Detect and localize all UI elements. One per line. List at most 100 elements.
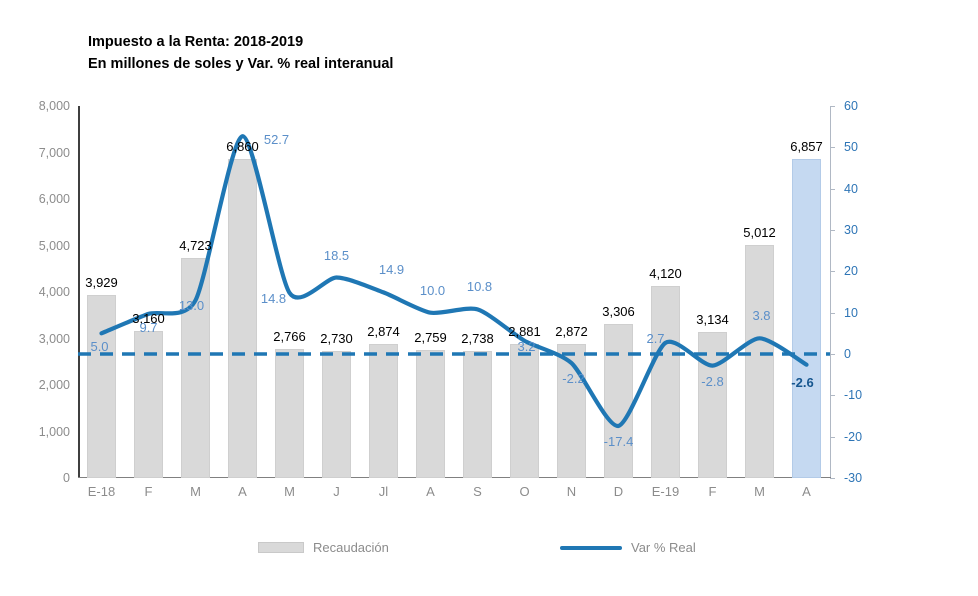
bar-m[interactable] — [744, 244, 775, 478]
right-axis-tick-mark — [830, 436, 835, 438]
right-axis-tick-label: 20 — [844, 264, 858, 279]
line-value-label: 14.9 — [378, 262, 405, 278]
category-label-a: A — [802, 484, 811, 499]
bar-s[interactable] — [462, 350, 493, 478]
right-axis-tick-label: 40 — [844, 181, 858, 196]
bar-n[interactable] — [556, 344, 587, 478]
legend-item-var-real[interactable]: Var % Real — [560, 540, 696, 555]
bar-a[interactable] — [791, 159, 822, 478]
chart-legend: Recaudación Var % Real — [0, 536, 978, 566]
left-axis-tick-label: 6,000 — [38, 192, 70, 206]
category-label-m: M — [190, 484, 201, 499]
right-axis-tick-mark — [830, 271, 835, 273]
right-axis-tick-label: 30 — [844, 223, 858, 237]
category-label-a: A — [238, 484, 247, 499]
category-label-m: M — [284, 484, 295, 499]
category-label-s: S — [473, 484, 482, 499]
bar-e-18[interactable] — [86, 295, 117, 478]
line-value-label: 5.0 — [90, 339, 109, 355]
line-value-label: 10.0 — [419, 282, 446, 298]
bar-o[interactable] — [509, 344, 540, 478]
left-axis-tick-label: 0 — [63, 471, 70, 485]
bar-value-label: 3,306 — [602, 304, 635, 320]
bar-value-label: 2,730 — [320, 331, 353, 347]
category-label-j: J — [333, 484, 340, 499]
bar-value-label: 5,012 — [743, 224, 776, 240]
line-value-label: 9.7 — [139, 319, 158, 335]
left-axis-tick-label: 7,000 — [38, 145, 70, 160]
bar-a[interactable] — [227, 159, 258, 478]
bar-f[interactable] — [697, 332, 728, 478]
category-label-a: A — [426, 484, 435, 499]
right-axis-tick-mark — [830, 354, 835, 355]
bar-e-19[interactable] — [650, 286, 681, 478]
category-label-f: F — [708, 484, 717, 499]
right-axis-tick-mark — [830, 395, 835, 397]
line-value-label: -2.6 — [791, 374, 814, 390]
bar-j[interactable] — [321, 351, 352, 478]
bar-value-label: 2,874 — [367, 324, 400, 340]
bar-value-label: 6,857 — [790, 139, 823, 155]
category-label-e-18: E-18 — [87, 484, 116, 499]
right-axis-tick-mark — [830, 147, 835, 149]
category-label-f: F — [144, 484, 153, 499]
right-axis-tick-label: 60 — [844, 99, 858, 113]
bar-value-label: 2,738 — [461, 330, 494, 346]
bar-value-label: 2,766 — [273, 329, 306, 345]
left-axis-tick-label: 4,000 — [38, 285, 70, 299]
bar-m[interactable] — [180, 258, 211, 478]
right-axis-tick-mark — [830, 312, 835, 314]
right-axis-line — [830, 106, 831, 478]
right-axis-ticks: -30 -20 -10 0 10 20 30 40 50 60 — [830, 99, 896, 485]
left-axis-tick-label: 5,000 — [38, 238, 70, 253]
line-value-label: -2.2 — [562, 371, 585, 387]
bar-d[interactable] — [603, 324, 634, 478]
line-value-label: 3.2 — [517, 338, 536, 354]
line-value-label: 14.8 — [260, 290, 287, 306]
line-value-label: -2.8 — [701, 373, 724, 389]
right-axis-tick-label: -10 — [844, 388, 863, 403]
right-axis-tick-mark — [830, 230, 835, 231]
bar-value-label: 3,929 — [85, 275, 118, 291]
legend-label-var-real: Var % Real — [631, 540, 696, 555]
category-axis-labels: E-18 F M A M J Jl A S O N D E-19 F M A — [78, 484, 830, 508]
bar-value-label: 2,881 — [508, 324, 541, 340]
bar-value-label: 3,134 — [696, 312, 729, 328]
plot-area — [78, 106, 830, 478]
chart-title-block: Impuesto a la Renta: 2018-2019 En millon… — [88, 32, 393, 76]
bar-value-label: 2,759 — [414, 329, 447, 345]
right-axis-tick-label: -20 — [844, 429, 863, 444]
bar-value-label: 4,120 — [649, 266, 682, 282]
legend-item-recaudacion[interactable]: Recaudación — [258, 540, 389, 555]
bar-a[interactable] — [415, 349, 446, 478]
left-axis-tick-label: 2,000 — [38, 378, 70, 392]
right-axis-tick-label: 0 — [844, 347, 851, 361]
category-axis-line — [78, 477, 831, 478]
bar-value-label: 4,723 — [179, 238, 212, 254]
right-axis-tick-label: 50 — [844, 140, 858, 155]
bar-f[interactable] — [133, 331, 164, 478]
legend-label-recaudacion: Recaudación — [313, 540, 389, 555]
bar-m[interactable] — [274, 349, 305, 478]
line-value-label: 10.8 — [466, 279, 493, 295]
right-axis-tick-mark — [830, 188, 835, 190]
category-label-n: N — [566, 484, 577, 499]
left-axis-line — [78, 106, 80, 478]
bar-jl[interactable] — [368, 344, 399, 478]
left-axis-tick-label: 3,000 — [38, 331, 70, 346]
bar-value-label: 6,860 — [226, 139, 259, 154]
category-label-o: O — [519, 484, 530, 499]
line-value-label: -17.4 — [603, 433, 634, 449]
bar-value-label: 2,872 — [555, 324, 588, 340]
category-label-m: M — [754, 484, 765, 499]
line-value-label: 18.5 — [323, 247, 350, 263]
legend-line-swatch-icon — [560, 545, 622, 550]
line-value-label: 13.0 — [178, 298, 205, 314]
left-axis-ticks: 0 1,000 2,000 3,000 4,000 5,000 6,000 7,000 8,00… — [0, 99, 70, 485]
line-value-label: 3.8 — [752, 308, 771, 324]
category-label-jl: Jl — [378, 484, 389, 499]
right-axis-tick-mark — [830, 478, 835, 479]
right-axis-tick-mark — [830, 106, 835, 107]
line-value-label: 52.7 — [263, 132, 290, 148]
